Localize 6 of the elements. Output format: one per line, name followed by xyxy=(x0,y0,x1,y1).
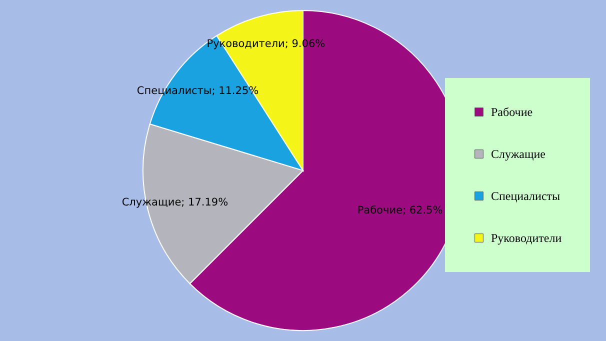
legend-label: Специалисты xyxy=(491,189,560,203)
data-label: Рабочие; 62.5% xyxy=(357,204,443,217)
legend-label: Служащие xyxy=(491,147,546,161)
legend-label: Руководители xyxy=(491,231,562,245)
legend-label: Рабочие xyxy=(491,105,533,119)
data-label: Служащие; 17.19% xyxy=(122,196,228,209)
